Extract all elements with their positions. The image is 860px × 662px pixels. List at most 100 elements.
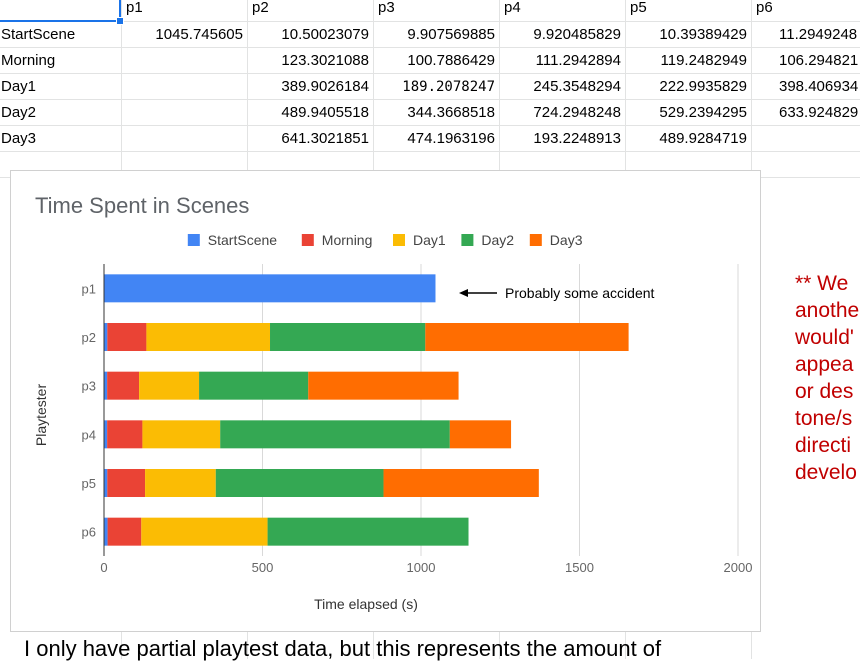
table-cell[interactable]: 111.2942894 [535, 52, 621, 69]
column-header-p6[interactable]: p6 [756, 0, 773, 16]
table-cell[interactable]: 100.7886429 [407, 52, 495, 69]
bar-startscene-p5 [104, 469, 108, 497]
row-line [0, 21, 860, 22]
x-axis-title: Time elapsed (s) [314, 596, 418, 612]
bar-day3-p2 [425, 323, 629, 351]
table-cell[interactable]: 10.39389429 [659, 26, 747, 43]
table-cell[interactable]: 489.9405518 [281, 104, 369, 121]
table-cell[interactable]: 398.406934 [779, 78, 859, 95]
table-cell[interactable]: 9.907569885 [407, 26, 495, 43]
bar-day1-p3 [139, 371, 200, 400]
table-cell[interactable]: 724.2948248 [533, 104, 621, 121]
bar-day2-p2 [270, 323, 426, 351]
bar-startscene-p4 [104, 420, 108, 449]
table-cell[interactable]: 633.924829 [779, 104, 859, 121]
bar-day2-p3 [199, 371, 309, 400]
row-line [0, 47, 860, 48]
chart-gridlines [262, 264, 739, 556]
bar-startscene-p2 [104, 323, 108, 351]
table-cell[interactable]: 474.1963196 [407, 130, 495, 147]
y-tick-label: p2 [82, 330, 96, 345]
bar-day3-p5 [383, 469, 539, 497]
x-tick-label: 2000 [724, 560, 753, 575]
bar-day2-p4 [220, 420, 450, 449]
selected-cell-border [119, 0, 121, 22]
table-cell[interactable]: 344.3668518 [407, 104, 495, 121]
table-cell[interactable]: 489.9284719 [659, 130, 747, 147]
y-tick-label: p4 [82, 427, 96, 442]
row-label[interactable]: StartScene [1, 26, 76, 43]
selected-cell-border [0, 20, 120, 22]
table-cell[interactable]: 245.3548294 [533, 78, 621, 95]
bar-day1-p5 [145, 469, 216, 497]
table-cell[interactable]: 193.2248913 [533, 130, 621, 147]
bar-day3-p4 [449, 420, 512, 449]
y-axis-title: Playtester [33, 384, 49, 447]
column-header-p5[interactable]: p5 [630, 0, 647, 16]
bar-startscene-p6 [104, 517, 108, 546]
y-tick-label: p1 [82, 281, 96, 296]
y-tick-label: p3 [82, 379, 96, 394]
table-cell[interactable]: 222.9935829 [659, 78, 747, 95]
table-cell[interactable]: 106.294821 [779, 52, 859, 69]
table-cell[interactable]: 11.2949248 [779, 26, 858, 43]
legend-swatch-day2 [461, 234, 474, 246]
x-tick-label: 500 [252, 560, 274, 575]
column-header-p3[interactable]: p3 [378, 0, 395, 16]
row-label[interactable]: Day3 [1, 130, 37, 147]
bar-day3-p3 [308, 371, 459, 400]
bar-day1-p2 [146, 323, 271, 351]
x-tick-label: 0 [100, 560, 107, 575]
x-tick-label: 1000 [407, 560, 436, 575]
table-cell[interactable]: 9.920485829 [533, 26, 621, 43]
side-note: ** We anothe would' appea or des tone/s … [795, 272, 860, 484]
table-cell[interactable]: 529.2394295 [659, 104, 747, 121]
table-cell[interactable]: 10.50023079 [281, 26, 369, 43]
legend-swatch-morning [301, 234, 314, 246]
row-line [0, 99, 860, 100]
legend-swatch-day1 [393, 234, 405, 246]
bar-day1-p4 [142, 420, 221, 449]
table-cell[interactable]: 389.9026184 [281, 78, 369, 95]
row-line [0, 125, 860, 126]
annotation-arrow-head [459, 289, 468, 297]
bar-morning-p5 [107, 469, 146, 497]
bar-startscene-p1 [104, 274, 436, 303]
legend-label-day3: Day3 [550, 232, 583, 248]
table-cell[interactable]: 641.3021851 [281, 130, 369, 147]
table-cell[interactable]: 123.3021088 [281, 52, 369, 69]
x-tick-label: 1500 [565, 560, 594, 575]
bar-morning-p4 [107, 420, 143, 449]
chart-canvas: Time Spent in Scenes StartScene Morning Da… [33, 193, 752, 612]
bar-day1-p6 [141, 517, 268, 546]
chart-title: Time Spent in Scenes [35, 193, 249, 218]
legend-label-day1: Day1 [413, 232, 446, 248]
chart-legend: StartScene Morning Day1 Day2 Day3 [187, 232, 583, 248]
legend-label-day2: Day2 [481, 232, 514, 248]
bar-morning-p3 [107, 371, 140, 400]
table-cell[interactable]: 119.2482949 [660, 52, 747, 69]
chart-x-tick-labels: 0 500 1000 1500 2000 [100, 560, 752, 575]
y-tick-label: p6 [82, 525, 96, 540]
bar-day2-p6 [267, 517, 469, 546]
column-header-p4[interactable]: p4 [504, 0, 521, 16]
stacked-bar-chart[interactable]: Time Spent in Scenes StartScene Morning Da… [10, 170, 761, 632]
annotation-text: Probably some accident [505, 285, 655, 301]
bar-startscene-p3 [104, 371, 108, 400]
column-header-p1[interactable]: p1 [126, 0, 143, 16]
chart-y-tick-labels: p1 p2 p3 p4 p5 p6 [82, 281, 96, 539]
table-cell[interactable]: 1045.745605 [155, 26, 243, 43]
table-cell[interactable]: 189.2078247 [402, 79, 495, 95]
bar-morning-p6 [107, 517, 142, 546]
legend-label-startscene: StartScene [208, 232, 277, 248]
bar-day2-p5 [215, 469, 384, 497]
row-line [0, 73, 860, 74]
fill-handle[interactable] [116, 17, 124, 25]
row-label[interactable]: Day1 [1, 78, 37, 95]
legend-label-morning: Morning [322, 232, 373, 248]
row-label[interactable]: Day2 [1, 104, 37, 121]
row-label[interactable]: Morning [1, 52, 56, 69]
legend-swatch-day3 [529, 234, 542, 246]
chart-bars [104, 274, 629, 546]
column-header-p2[interactable]: p2 [252, 0, 269, 16]
